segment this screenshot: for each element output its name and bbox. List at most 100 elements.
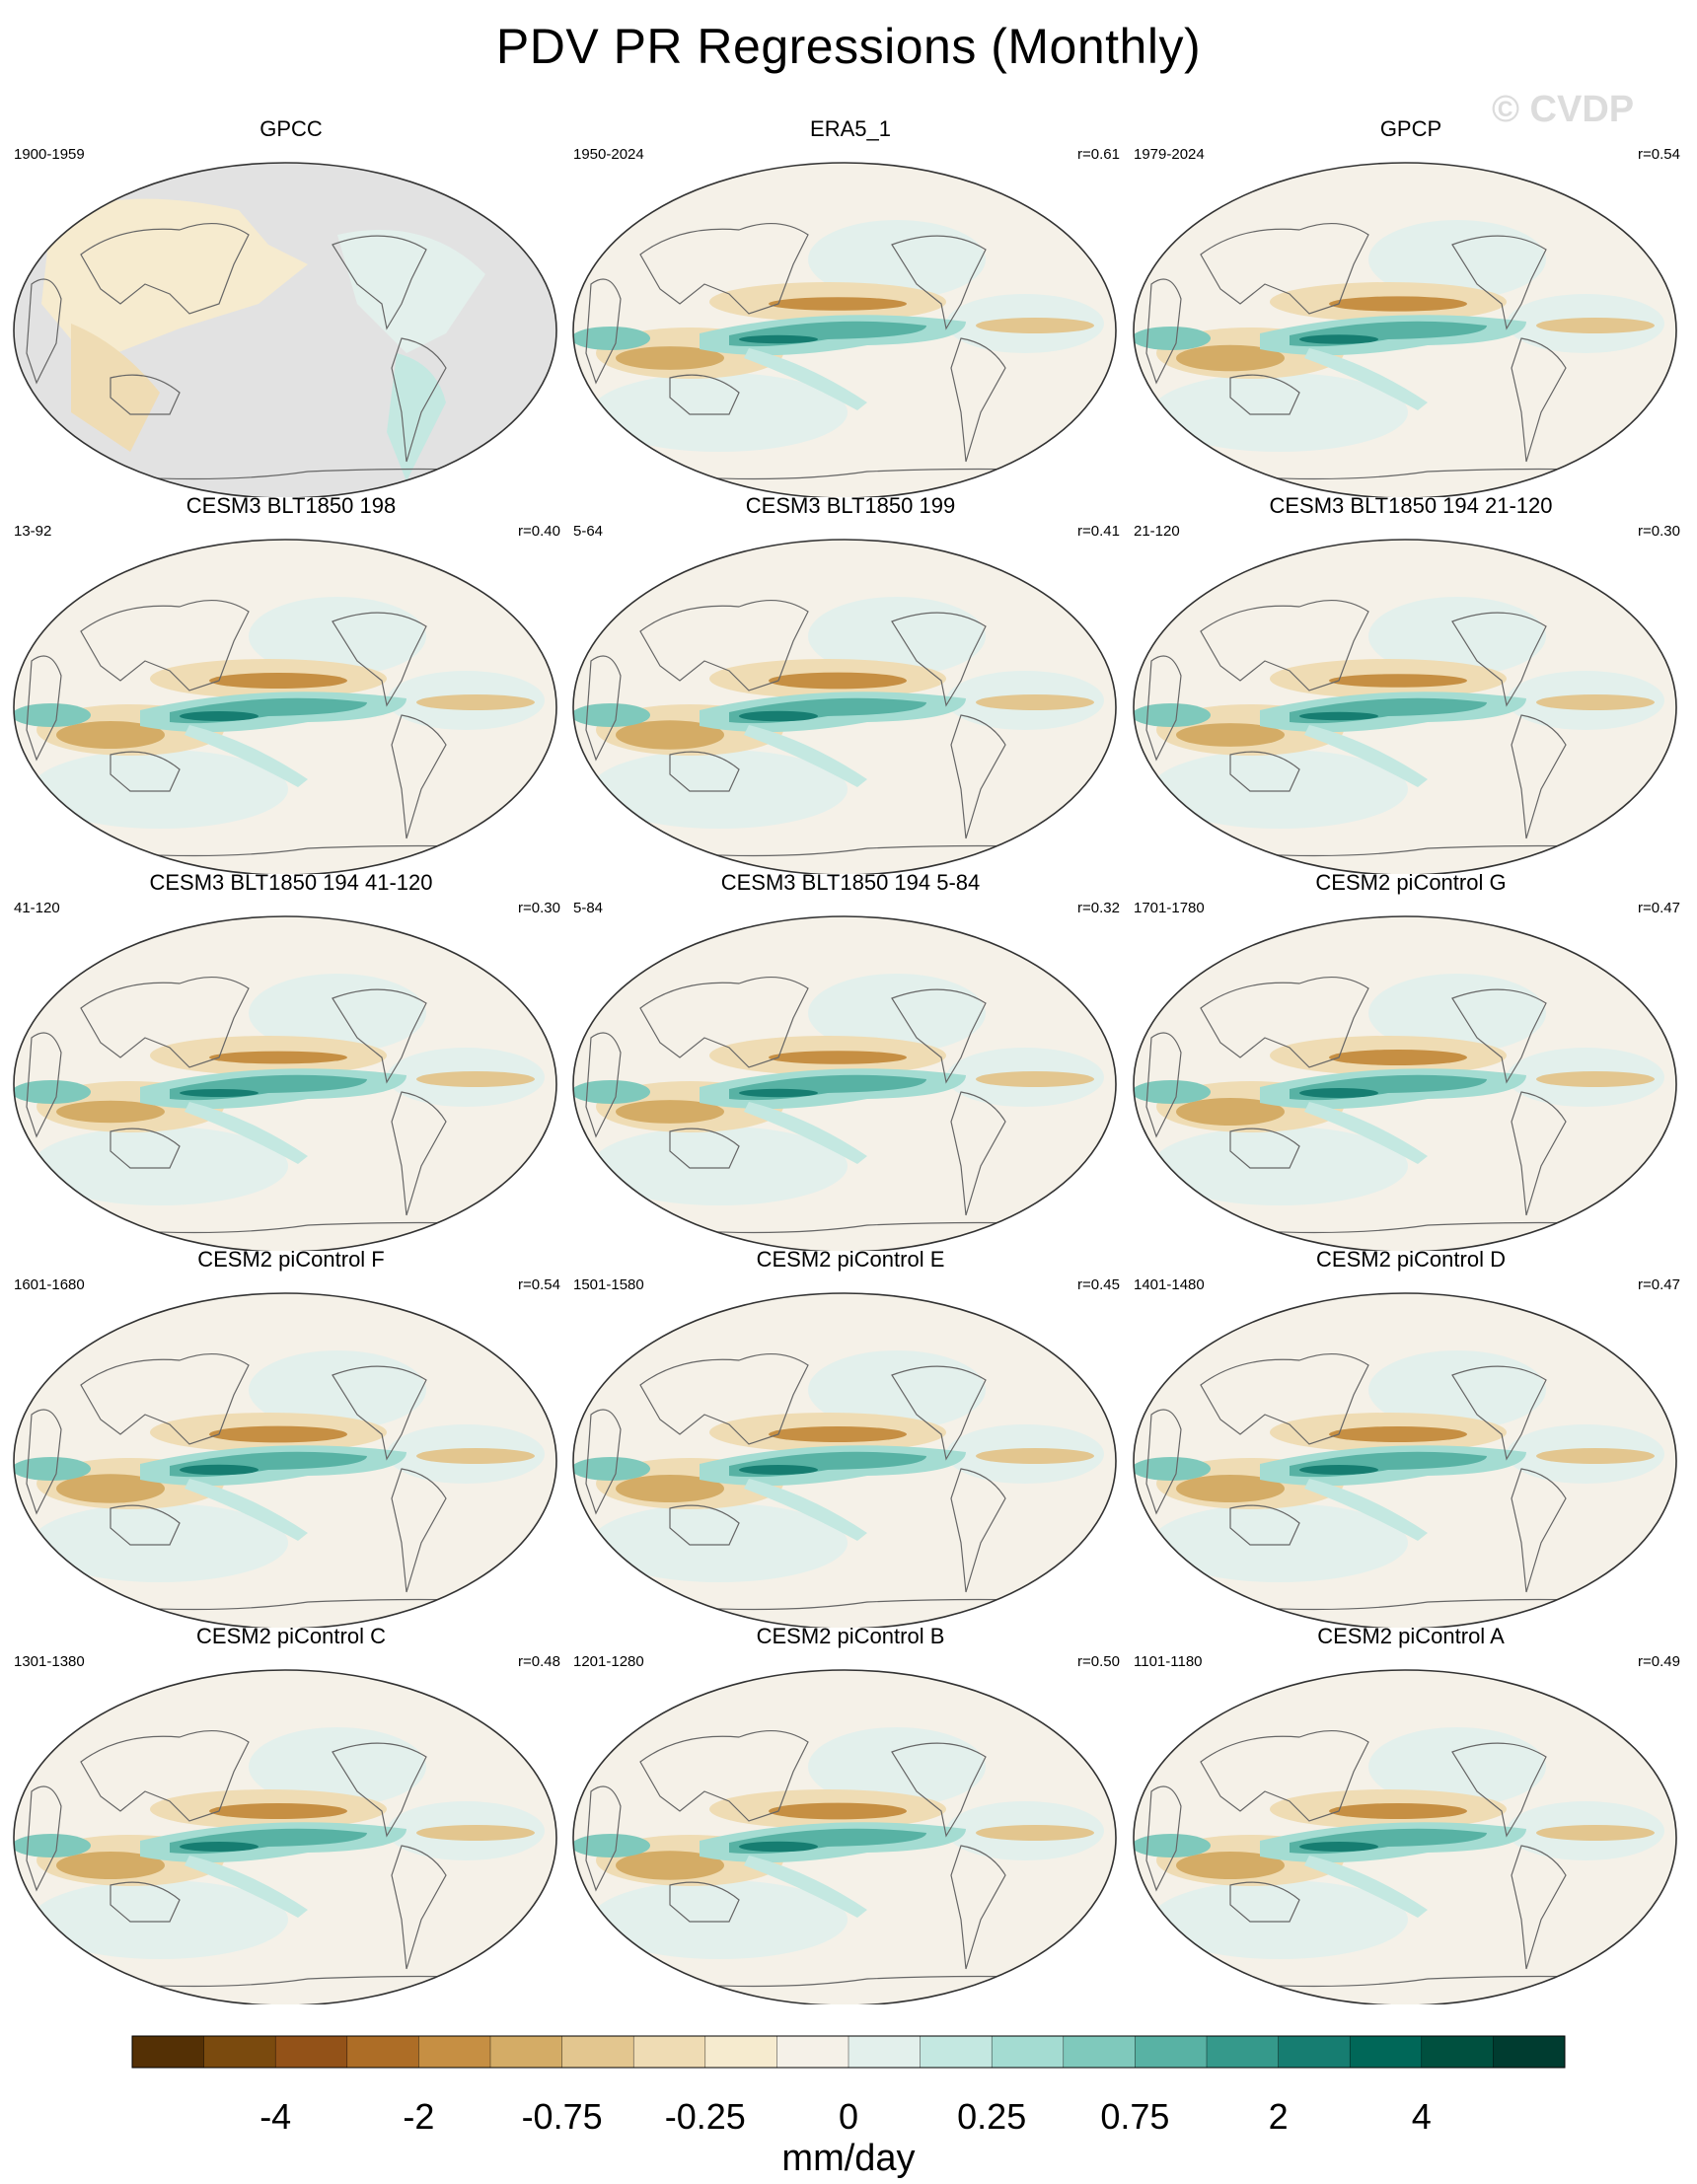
coastline-africa xyxy=(585,1409,622,1515)
anomaly-patch xyxy=(1329,1803,1467,1819)
coastline-asia xyxy=(1200,222,1369,315)
anomaly-patch xyxy=(1536,694,1655,710)
anomaly-patch xyxy=(976,1071,1094,1087)
coastline-north-america xyxy=(332,1365,427,1461)
panel-period: 5-84 xyxy=(573,900,604,916)
panel-title: GPCP xyxy=(1379,116,1442,141)
anomaly-patch xyxy=(591,373,848,452)
coastline-north-america xyxy=(891,1365,987,1461)
anomaly-patch xyxy=(1176,1852,1285,1879)
coastline-asia xyxy=(80,222,250,315)
coastline-africa xyxy=(1145,278,1182,385)
map-panel: CESM3 BLT1850 194 41-120 41-120 r=0.30 xyxy=(12,870,570,1251)
panel-title: CESM3 BLT1850 194 5-84 xyxy=(720,870,981,895)
anomaly-patch xyxy=(1151,1503,1408,1582)
coastline-australia xyxy=(669,751,740,792)
anomaly-patch xyxy=(1368,1350,1546,1429)
colorbar-tick-label: 4 xyxy=(1412,2096,1432,2137)
anomaly-patch xyxy=(14,1834,91,1857)
coastline-south-america xyxy=(950,337,1006,463)
map-border xyxy=(13,539,557,874)
coastline-south-america xyxy=(1511,1091,1567,1216)
colorbar-swatch xyxy=(1135,2036,1208,2068)
anomaly-patch xyxy=(1304,1102,1428,1164)
map-svg xyxy=(572,1669,1117,2004)
anomaly-patch xyxy=(1536,1825,1655,1841)
map-border xyxy=(572,162,1117,497)
coastline-north-america xyxy=(1451,988,1547,1084)
anomaly-patch xyxy=(1151,373,1408,452)
panel-period: 5-64 xyxy=(573,523,604,540)
panel-correlation: r=0.45 xyxy=(1077,1276,1120,1293)
panel-correlation: r=0.47 xyxy=(1638,900,1680,916)
anomaly-patch xyxy=(56,1474,165,1503)
map-border xyxy=(572,539,1117,874)
coastline-south-america xyxy=(950,1845,1006,1970)
anomaly-patch xyxy=(1329,1050,1467,1065)
anomaly-patch xyxy=(744,348,867,410)
anomaly-patch xyxy=(1304,725,1428,787)
coastline-australia xyxy=(669,1881,740,1923)
panel-correlation: r=0.32 xyxy=(1077,900,1120,916)
coastline-south-america xyxy=(391,714,447,839)
coastline-asia xyxy=(639,1352,809,1445)
anomaly-patch xyxy=(249,974,426,1053)
anomaly-patch xyxy=(209,673,347,689)
map-panel: CESM2 piControl A 1101-1180 r=0.49 xyxy=(1132,1624,1690,2004)
land-anomaly xyxy=(337,230,485,353)
anomaly-patch xyxy=(1134,703,1211,727)
map-border xyxy=(572,1669,1117,2004)
anomaly-patch xyxy=(769,1051,907,1064)
coastline-africa xyxy=(26,1409,62,1515)
panel-correlation: r=0.50 xyxy=(1077,1653,1120,1670)
panel-title: CESM3 BLT1850 194 41-120 xyxy=(149,870,433,895)
anomaly-patch xyxy=(1176,1098,1285,1126)
map-border xyxy=(572,915,1117,1251)
colorbar-swatch xyxy=(490,2036,563,2068)
coastline-australia xyxy=(110,1128,181,1169)
anomaly-patch xyxy=(180,1842,258,1852)
coastline-asia xyxy=(639,599,809,692)
anomaly-patch xyxy=(1151,1127,1408,1205)
anomaly-patch xyxy=(769,1426,907,1442)
coastline-south-america xyxy=(391,1468,447,1593)
anomaly-patch xyxy=(14,1080,91,1104)
colorbar: -4 -2 -0.75 -0.25 0 0.25 0.75 2 4 mm/day xyxy=(131,2035,1566,2179)
anomaly-patch xyxy=(1299,334,1378,344)
coastline-australia xyxy=(110,1881,181,1923)
colorbar-tick-label: 2 xyxy=(1269,2096,1289,2137)
colorbar-swatch xyxy=(848,2036,922,2068)
anomaly-patch xyxy=(56,1852,165,1879)
colorbar-tick-label: -0.25 xyxy=(665,2096,746,2137)
map-svg xyxy=(572,915,1117,1251)
anomaly-patch xyxy=(180,711,258,721)
coastline-north-america xyxy=(891,988,987,1084)
map-border xyxy=(13,1292,557,1628)
anomaly-patch xyxy=(591,750,848,829)
anomaly-patch xyxy=(769,1802,907,1820)
anomaly-patch xyxy=(1329,296,1467,312)
anomaly-patch xyxy=(416,1071,535,1087)
anomaly-patch xyxy=(976,1825,1094,1841)
colorbar-tick-label: 0 xyxy=(839,2096,858,2137)
map-panel: CESM2 piControl E 1501-1580 r=0.45 xyxy=(571,1247,1130,1628)
map-svg xyxy=(13,539,557,874)
coastline-south-america xyxy=(1511,1468,1567,1593)
colorbar-swatch xyxy=(1421,2036,1494,2068)
colorbar-swatch xyxy=(132,2036,205,2068)
panel-period: 1900-1959 xyxy=(14,146,85,163)
anomaly-patch xyxy=(416,694,535,710)
map-svg xyxy=(13,1292,557,1628)
anomaly-patch xyxy=(616,720,724,750)
coastline-australia xyxy=(110,751,181,792)
anomaly-patch xyxy=(1368,1727,1546,1806)
coastline-south-america xyxy=(1511,337,1567,463)
anomaly-patch xyxy=(739,1088,818,1098)
panel-title: CESM3 BLT1850 198 xyxy=(185,493,397,518)
panel-correlation: r=0.47 xyxy=(1638,1276,1680,1293)
coastline-asia xyxy=(80,599,250,692)
anomaly-patch xyxy=(769,672,907,690)
anomaly-patch xyxy=(1368,220,1546,299)
anomaly-patch xyxy=(744,1856,867,1918)
map-svg xyxy=(13,162,557,497)
